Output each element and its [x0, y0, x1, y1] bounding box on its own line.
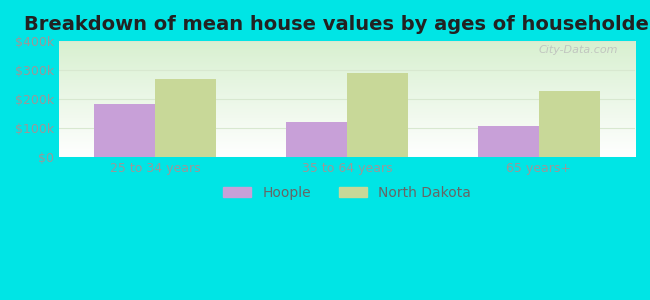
Title: Breakdown of mean house values by ages of householders: Breakdown of mean house values by ages o… [24, 15, 650, 34]
Bar [539, 91, 601, 157]
Bar [478, 126, 539, 157]
Text: City-Data.com: City-Data.com [538, 45, 617, 55]
Bar [285, 122, 347, 157]
Bar [347, 73, 408, 157]
Bar [94, 104, 155, 157]
Legend: Hoople, North Dakota: Hoople, North Dakota [218, 181, 476, 206]
Bar [155, 80, 216, 157]
